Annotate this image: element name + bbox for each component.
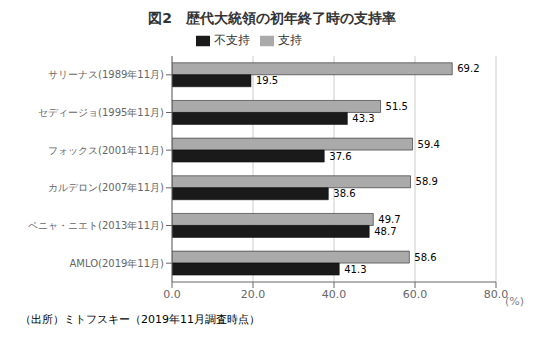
html-text:図2 歴代大統領の初年終了時の支持率: 図2 歴代大統領の初年終了時の支持率 [148, 10, 396, 26]
svg-text:58.9: 58.9 [416, 176, 438, 187]
svg-text:38.6: 38.6 [333, 188, 355, 199]
svg-text:40.0: 40.0 [322, 288, 347, 301]
svg-text:49.7: 49.7 [378, 214, 400, 225]
svg-text:カルデロン(2007年11月): カルデロン(2007年11月) [48, 182, 164, 193]
svg-text:19.5: 19.5 [256, 75, 278, 86]
html-text:（出所）ミトフスキー（2019年11月調査時点）: （出所）ミトフスキー（2019年11月調査時点） [20, 313, 260, 326]
svg-text:60.0: 60.0 [403, 288, 428, 301]
svg-text:サリーナス(1989年11月): サリーナス(1989年11月) [48, 69, 164, 80]
svg-text:69.2: 69.2 [457, 63, 479, 74]
svg-text:58.6: 58.6 [414, 252, 436, 263]
svg-text:48.7: 48.7 [374, 226, 396, 237]
html-text:不支持: 不支持 [214, 33, 250, 47]
svg-text:37.6: 37.6 [329, 151, 351, 162]
svg-text:0.0: 0.0 [163, 288, 181, 301]
svg-text:51.5: 51.5 [386, 101, 408, 112]
svg-text:59.4: 59.4 [418, 139, 440, 150]
svg-text:セディージョ(1995年11月): セディージョ(1995年11月) [38, 107, 164, 118]
svg-text:41.3: 41.3 [344, 264, 366, 275]
svg-text:80.0: 80.0 [483, 287, 509, 301]
svg-text:20.0: 20.0 [241, 288, 266, 301]
svg-text:ペニャ・ニエト(2013年11月): ペニャ・ニエト(2013年11月) [28, 220, 164, 231]
svg-text:フォックス(2001年11月): フォックス(2001年11月) [48, 145, 164, 156]
svg-text:(%): (%) [505, 295, 524, 308]
svg-text:43.3: 43.3 [352, 113, 374, 124]
svg-text:AMLO(2019年11月): AMLO(2019年11月) [69, 258, 164, 269]
html-text:支持: 支持 [278, 33, 302, 47]
